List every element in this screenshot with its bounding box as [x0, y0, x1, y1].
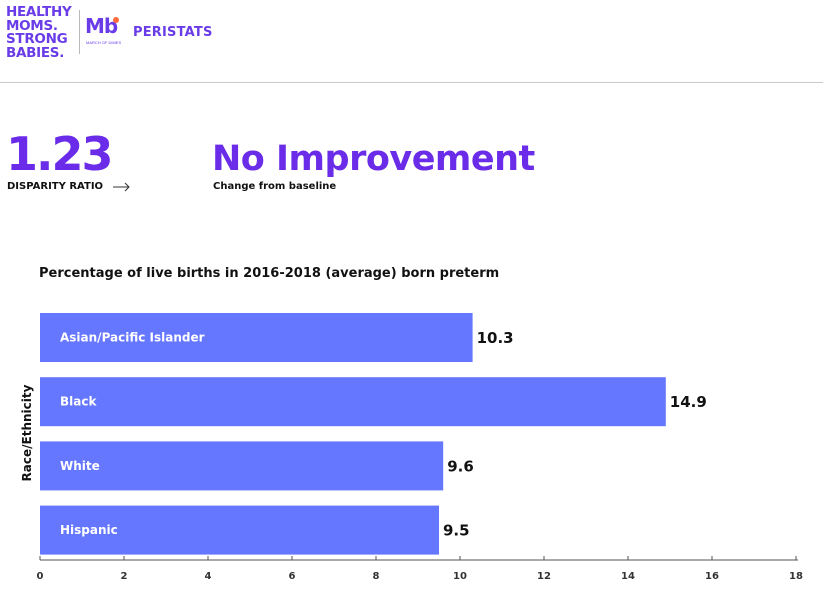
change-status-value: No Improvement [212, 139, 535, 179]
bar-category-label: Hispanic [60, 523, 118, 537]
logo-line: STRONG [6, 31, 68, 47]
bar-category-label: Black [60, 395, 97, 409]
mb-mark-letters: Mb [85, 14, 118, 38]
x-tick-label: 12 [537, 571, 551, 582]
x-tick-label: 16 [705, 571, 719, 582]
disparity-ratio-value: 1.23 [6, 127, 113, 181]
mb-mark-caption: MARCH OF DIMES [86, 40, 122, 45]
site-header: HEALTHY MOMS. STRONG BABIES. Mb MARCH OF… [0, 0, 823, 83]
logo-line: BABIES. [6, 44, 65, 61]
logo-dot-icon [113, 17, 119, 23]
bar-category-label: Asian/Pacific Islander [60, 331, 205, 345]
bar-value-label: 10.3 [477, 329, 514, 347]
peristats-brand-link[interactable]: PERISTATS [133, 25, 213, 40]
march-of-dimes-logo[interactable]: Mb MARCH OF DIMES [85, 14, 121, 54]
bar-1[interactable] [40, 377, 666, 427]
x-tick-label: 6 [289, 571, 296, 582]
arrow-right-icon-svg [113, 182, 130, 192]
logo-divider [79, 10, 80, 54]
bar-category-label: White [60, 459, 100, 473]
x-tick-label: 14 [621, 571, 635, 582]
x-tick-label: 10 [453, 571, 467, 582]
x-tick-label: 18 [789, 571, 803, 582]
x-tick-label: 8 [373, 571, 380, 582]
arrow-right-icon[interactable] [113, 180, 131, 195]
logo-line: HEALTHY [6, 4, 72, 20]
healthy-moms-logo[interactable]: HEALTHY MOMS. STRONG BABIES. [6, 4, 76, 61]
logo-line: MOMS. [6, 17, 58, 34]
x-tick-label: 2 [121, 571, 128, 582]
disparity-ratio-label: DISPARITY RATIO [7, 181, 104, 192]
bar-2[interactable] [40, 441, 444, 491]
chart-title: Percentage of live births in 2016-2018 (… [39, 266, 500, 281]
x-tick-label: 4 [205, 571, 212, 582]
bar-3[interactable] [40, 505, 439, 555]
bar-value-label: 9.6 [447, 457, 474, 475]
bar-value-label: 9.5 [443, 522, 470, 540]
bar-value-label: 14.9 [670, 393, 707, 411]
bar-0[interactable] [40, 313, 473, 362]
x-tick-label: 0 [37, 571, 44, 582]
change-status-subtitle: Change from baseline [213, 181, 337, 192]
